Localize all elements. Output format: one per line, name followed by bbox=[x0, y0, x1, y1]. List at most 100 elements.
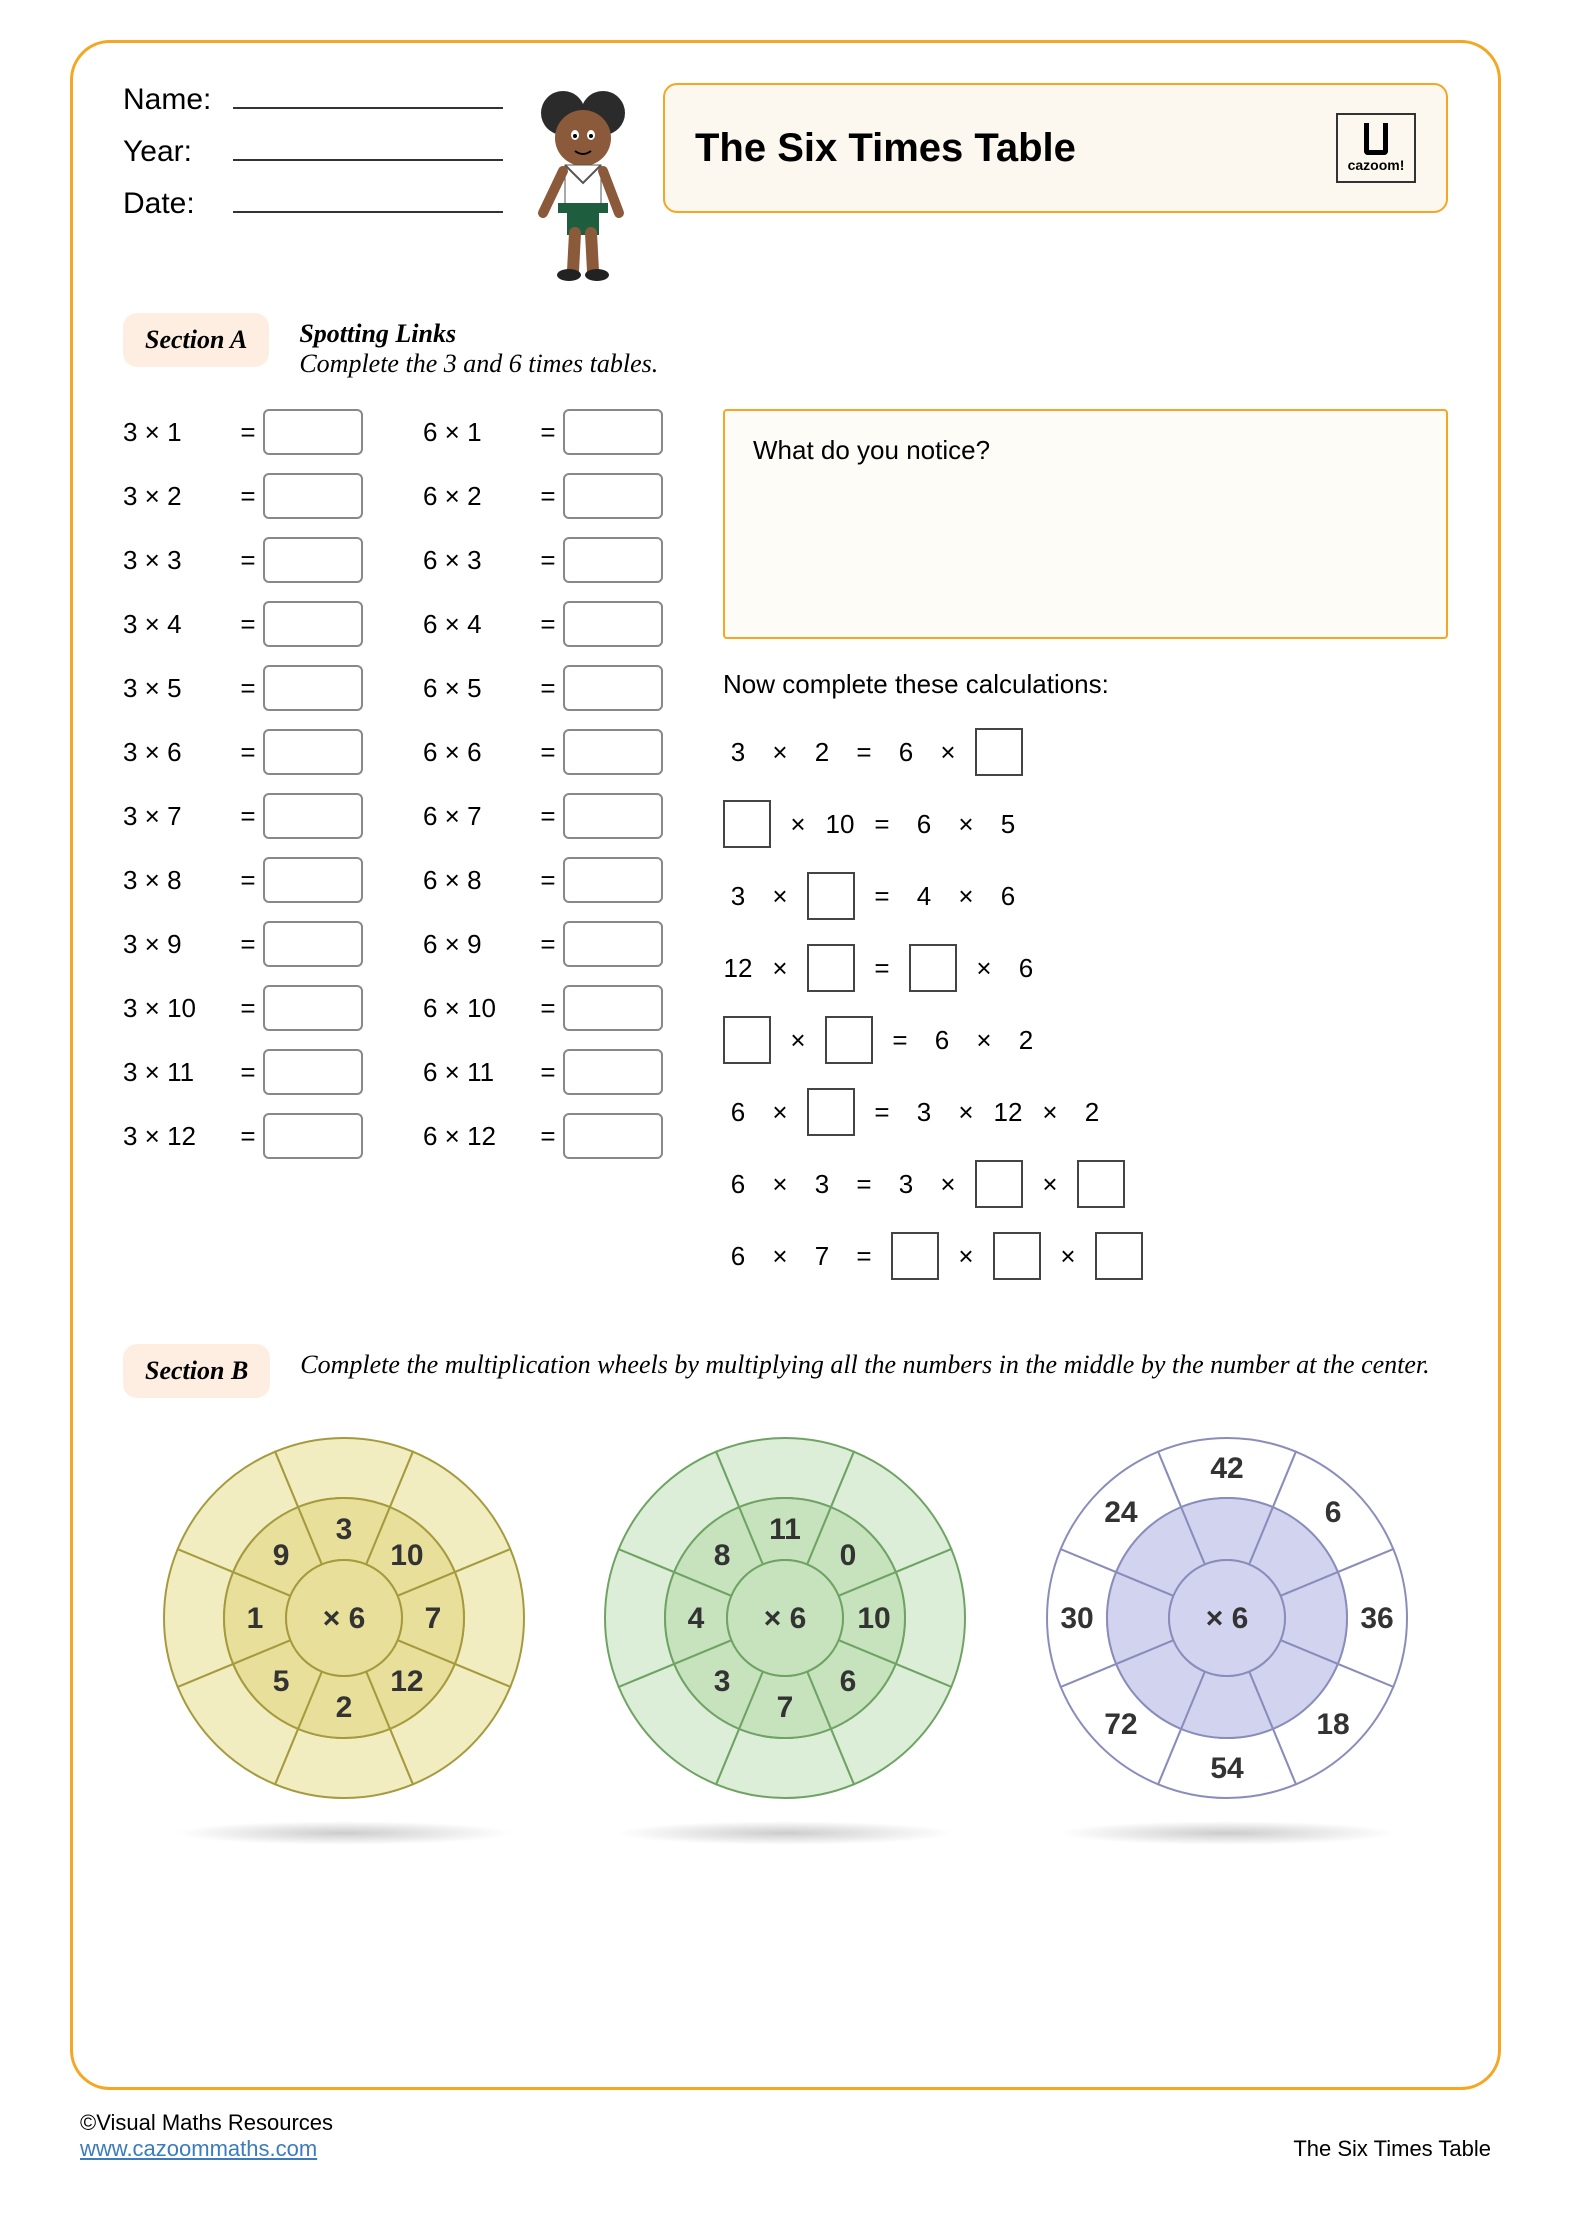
page-border: Name: Year: Date: bbox=[70, 40, 1501, 2090]
svg-text:30: 30 bbox=[1060, 1602, 1093, 1635]
six-times-table: 6 × 1=6 × 2=6 × 3=6 × 4=6 × 5=6 × 6=6 × … bbox=[423, 409, 683, 1304]
tt-expression: 3 × 2 bbox=[123, 481, 233, 512]
times-table-row: 3 × 12= bbox=[123, 1113, 383, 1159]
times-table-row: 6 × 4= bbox=[423, 601, 683, 647]
svg-text:0: 0 bbox=[840, 1539, 857, 1572]
answer-box[interactable] bbox=[563, 665, 663, 711]
calc-answer-box[interactable] bbox=[825, 1016, 873, 1064]
answer-box[interactable] bbox=[563, 921, 663, 967]
calc-answer-box[interactable] bbox=[723, 800, 771, 848]
year-field[interactable] bbox=[233, 135, 503, 161]
multiplication-wheel[interactable]: 426361854723024× 6 bbox=[1037, 1428, 1417, 1845]
svg-text:72: 72 bbox=[1104, 1708, 1137, 1741]
year-label: Year: bbox=[123, 135, 233, 169]
answer-box[interactable] bbox=[263, 601, 363, 647]
times-table-row: 3 × 6= bbox=[123, 729, 383, 775]
calc-row: 3×2=6× bbox=[723, 728, 1448, 776]
section-a-desc: Complete the 3 and 6 times tables. bbox=[299, 349, 658, 379]
calc-answer-box[interactable] bbox=[1095, 1232, 1143, 1280]
section-b-desc: Complete the multiplication wheels by mu… bbox=[300, 1344, 1429, 1380]
answer-box[interactable] bbox=[563, 729, 663, 775]
answer-box[interactable] bbox=[263, 537, 363, 583]
tt-expression: 3 × 7 bbox=[123, 801, 233, 832]
calc-answer-box[interactable] bbox=[807, 944, 855, 992]
calc-heading: Now complete these calculations: bbox=[723, 669, 1448, 700]
calc-answer-box[interactable] bbox=[909, 944, 957, 992]
calc-answer-box[interactable] bbox=[975, 728, 1023, 776]
tt-expression: 3 × 5 bbox=[123, 673, 233, 704]
svg-text:7: 7 bbox=[777, 1691, 794, 1724]
tt-expression: 3 × 12 bbox=[123, 1121, 233, 1152]
answer-box[interactable] bbox=[263, 921, 363, 967]
answer-box[interactable] bbox=[563, 473, 663, 519]
calc-answer-box[interactable] bbox=[807, 872, 855, 920]
section-a-body: 3 × 1=3 × 2=3 × 3=3 × 4=3 × 5=3 × 6=3 × … bbox=[123, 409, 1448, 1304]
footer-link[interactable]: www.cazoommaths.com bbox=[80, 2136, 317, 2161]
answer-box[interactable] bbox=[563, 1113, 663, 1159]
calc-answer-box[interactable] bbox=[1077, 1160, 1125, 1208]
answer-box[interactable] bbox=[563, 409, 663, 455]
times-table-row: 6 × 5= bbox=[423, 665, 683, 711]
date-field[interactable] bbox=[233, 187, 503, 213]
times-table-row: 6 × 1= bbox=[423, 409, 683, 455]
calc-answer-box[interactable] bbox=[993, 1232, 1041, 1280]
calc-row: 6×=3×12×2 bbox=[723, 1088, 1448, 1136]
answer-box[interactable] bbox=[263, 985, 363, 1031]
copyright: ©Visual Maths Resources bbox=[80, 2110, 333, 2136]
tt-expression: 6 × 10 bbox=[423, 993, 533, 1024]
answer-box[interactable] bbox=[263, 793, 363, 839]
answer-box[interactable] bbox=[263, 857, 363, 903]
answer-box[interactable] bbox=[263, 409, 363, 455]
svg-text:12: 12 bbox=[390, 1665, 423, 1698]
times-table-row: 6 × 6= bbox=[423, 729, 683, 775]
svg-text:× 6: × 6 bbox=[764, 1602, 807, 1635]
tt-expression: 6 × 5 bbox=[423, 673, 533, 704]
answer-box[interactable] bbox=[263, 665, 363, 711]
name-label: Name: bbox=[123, 83, 233, 117]
answer-box[interactable] bbox=[563, 857, 663, 903]
student-info: Name: Year: Date: bbox=[123, 83, 503, 239]
mascot-icon bbox=[523, 83, 643, 283]
answer-box[interactable] bbox=[263, 1113, 363, 1159]
multiplication-wheel[interactable]: 1101067348× 6 bbox=[595, 1428, 975, 1845]
calc-answer-box[interactable] bbox=[723, 1016, 771, 1064]
answer-box[interactable] bbox=[563, 793, 663, 839]
calc-row: 6×3=3×× bbox=[723, 1160, 1448, 1208]
section-a-pill: Section A bbox=[123, 313, 269, 367]
tt-expression: 3 × 4 bbox=[123, 609, 233, 640]
svg-text:7: 7 bbox=[424, 1602, 441, 1635]
calc-answer-box[interactable] bbox=[975, 1160, 1023, 1208]
times-table-row: 6 × 9= bbox=[423, 921, 683, 967]
footer: ©Visual Maths Resources www.cazoommaths.… bbox=[70, 2110, 1501, 2162]
answer-box[interactable] bbox=[563, 1049, 663, 1095]
answer-box[interactable] bbox=[263, 729, 363, 775]
svg-text:3: 3 bbox=[335, 1513, 352, 1546]
answer-box[interactable] bbox=[563, 601, 663, 647]
answer-box[interactable] bbox=[263, 1049, 363, 1095]
times-table-row: 3 × 10= bbox=[123, 985, 383, 1031]
svg-text:42: 42 bbox=[1210, 1452, 1243, 1485]
tt-expression: 3 × 10 bbox=[123, 993, 233, 1024]
answer-box[interactable] bbox=[263, 473, 363, 519]
svg-text:5: 5 bbox=[273, 1665, 290, 1698]
calc-answer-box[interactable] bbox=[807, 1088, 855, 1136]
svg-text:4: 4 bbox=[688, 1602, 705, 1635]
times-table-row: 3 × 11= bbox=[123, 1049, 383, 1095]
calc-answer-box[interactable] bbox=[891, 1232, 939, 1280]
answer-box[interactable] bbox=[563, 985, 663, 1031]
times-table-row: 3 × 1= bbox=[123, 409, 383, 455]
name-field[interactable] bbox=[233, 83, 503, 109]
section-a-title: Spotting Links bbox=[299, 319, 658, 349]
times-table-row: 3 × 3= bbox=[123, 537, 383, 583]
tt-expression: 6 × 7 bbox=[423, 801, 533, 832]
section-b-header: Section B Complete the multiplication wh… bbox=[123, 1344, 1448, 1398]
answer-box[interactable] bbox=[563, 537, 663, 583]
svg-text:10: 10 bbox=[390, 1539, 423, 1572]
times-table-row: 6 × 2= bbox=[423, 473, 683, 519]
wheels-row: 3107122519× 61101067348× 642636185472302… bbox=[123, 1428, 1448, 1845]
tt-expression: 6 × 1 bbox=[423, 417, 533, 448]
multiplication-wheel[interactable]: 3107122519× 6 bbox=[154, 1428, 534, 1845]
times-table-row: 6 × 7= bbox=[423, 793, 683, 839]
notice-box[interactable]: What do you notice? bbox=[723, 409, 1448, 639]
tt-expression: 6 × 4 bbox=[423, 609, 533, 640]
